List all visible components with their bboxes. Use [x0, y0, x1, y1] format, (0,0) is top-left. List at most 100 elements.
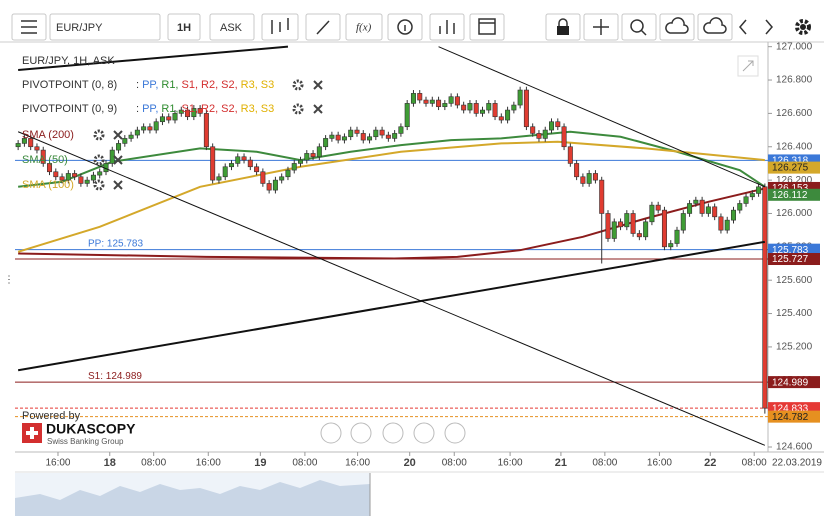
chart-type-button[interactable] — [261, 13, 299, 41]
x-tick-label: 08:00 — [141, 458, 166, 469]
candle-body — [661, 209, 667, 248]
nav-right[interactable] — [444, 422, 466, 444]
candle-body — [329, 134, 335, 139]
output-name: : — [136, 103, 139, 115]
candle-body — [266, 183, 272, 191]
settings-icon[interactable] — [93, 129, 105, 141]
output-name: S2, — [221, 79, 238, 91]
price-label: 126.112 — [772, 190, 808, 201]
candle-body — [116, 143, 122, 151]
output-name: PP, — [142, 79, 158, 91]
candle-body — [417, 93, 423, 101]
candle-body — [743, 196, 749, 204]
nav-fit[interactable] — [382, 422, 404, 444]
candle-body — [567, 146, 573, 164]
candle-body — [705, 206, 711, 214]
x-tick-label: 08:00 — [592, 458, 617, 469]
sma-line — [17, 140, 765, 253]
indicator-name: PIVOTPOINT (0, 9) — [22, 103, 117, 115]
remove-icon — [113, 155, 123, 165]
zoom-button[interactable] — [621, 13, 657, 41]
output-name: S1, — [182, 79, 199, 91]
candle-body — [260, 171, 266, 184]
expand-button[interactable] — [737, 55, 759, 77]
candle-body — [630, 213, 636, 234]
settings-button[interactable] — [795, 19, 811, 35]
y-tick-label: 126.800 — [776, 75, 813, 86]
candle-body — [561, 126, 567, 148]
nav-zoom-out[interactable] — [350, 422, 372, 444]
x-tick-label: 08:00 — [292, 458, 317, 469]
draw-button[interactable] — [305, 13, 341, 41]
candle-body — [429, 99, 435, 104]
navigator — [15, 473, 371, 516]
candle-body — [448, 96, 454, 104]
candle-body — [285, 169, 291, 178]
price-label: 125.783 — [772, 245, 809, 256]
remove-icon — [313, 104, 323, 114]
legend-entry: SMA (50) — [22, 154, 68, 166]
output-name: R1, — [161, 79, 178, 91]
candle-body — [147, 126, 153, 131]
output-name: S3 — [261, 79, 274, 91]
candle-body — [611, 221, 617, 239]
toolbar: EUR/JPY 1H ASK f(x) — [0, 0, 824, 43]
y-tick-label: 127.000 — [776, 41, 813, 52]
info-button[interactable] — [387, 13, 423, 41]
settings-icon[interactable] — [292, 103, 304, 115]
candle-body — [53, 171, 59, 178]
indicator-button[interactable]: f(x) — [345, 13, 383, 41]
candle-body — [291, 163, 297, 171]
nav-zoom-in[interactable] — [413, 422, 435, 444]
candle-body — [348, 129, 354, 138]
settings-icon[interactable] — [93, 179, 105, 191]
price-label-bg — [768, 410, 820, 423]
candle-body — [185, 109, 191, 118]
watermark: Powered by DUKASCOPY Swiss Banking Group — [22, 410, 136, 446]
candle-body — [555, 121, 561, 128]
next-button[interactable] — [765, 19, 773, 35]
candle-body — [643, 221, 649, 238]
y-tick-label: 125.400 — [776, 308, 813, 319]
symbol-select[interactable]: EUR/JPY — [49, 13, 161, 41]
side: ASK — [220, 22, 243, 34]
trendline — [438, 46, 766, 188]
crosshair-button[interactable] — [583, 13, 619, 41]
candle-body — [655, 204, 661, 211]
calendar-button[interactable] — [469, 13, 505, 41]
period-select[interactable]: 1H — [167, 13, 201, 41]
lock-button[interactable] — [545, 13, 581, 41]
candle-body — [511, 104, 517, 111]
menu-button[interactable] — [11, 13, 47, 41]
download-button[interactable] — [697, 13, 733, 41]
price-label-bg — [768, 243, 820, 256]
x-tick-label: 16:00 — [45, 458, 70, 469]
settings-icon[interactable] — [292, 79, 304, 91]
price-label-bg — [768, 253, 820, 266]
x-tick-label: 21 — [555, 457, 567, 469]
price-label: 124.989 — [772, 377, 809, 388]
volume-button[interactable] — [429, 13, 465, 41]
candle-body — [542, 129, 548, 139]
upload-button[interactable] — [659, 13, 695, 41]
side-select[interactable]: ASK — [209, 13, 255, 41]
candle-body — [59, 176, 65, 181]
candle-body — [479, 109, 485, 114]
settings-icon[interactable] — [93, 154, 105, 166]
candle-body — [404, 103, 410, 128]
candle-body — [97, 171, 103, 176]
candle-body — [178, 109, 184, 114]
y-tick-label: 125.200 — [776, 342, 813, 353]
candle-body — [354, 129, 360, 134]
candle-body — [360, 133, 366, 141]
candle-body — [166, 116, 172, 121]
nav-left[interactable] — [320, 422, 342, 444]
candle-body — [335, 134, 341, 141]
candle-body — [505, 109, 511, 121]
candle-body — [749, 193, 755, 198]
left-handle[interactable]: ⋮ — [4, 275, 14, 286]
output-name: S1, — [182, 103, 199, 115]
prev-button[interactable] — [739, 19, 747, 35]
candle-body — [636, 233, 642, 238]
plot-area: PP: 125.783 S1: 124.989 — [15, 45, 768, 446]
